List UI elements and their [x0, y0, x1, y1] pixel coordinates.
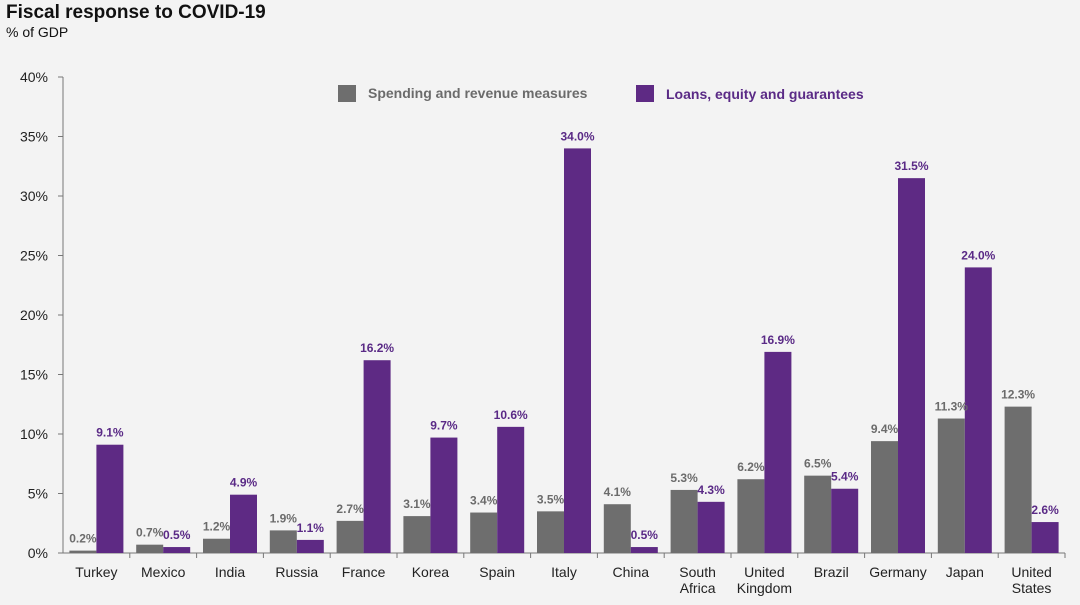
y-tick-label: 30%: [20, 188, 48, 204]
data-label-loans: 4.9%: [230, 476, 258, 490]
bar-loans: [630, 547, 658, 553]
bar-loans: [898, 178, 925, 553]
y-tick-label: 15%: [20, 367, 48, 383]
y-tick-label: 20%: [20, 307, 48, 323]
bar-loans: [96, 444, 124, 553]
data-label-spending: 3.5%: [537, 492, 565, 506]
y-tick-label: 5%: [28, 486, 48, 502]
x-tick-label: Turkey: [75, 564, 117, 580]
legend-label-loans: Loans, equity and guarantees: [666, 86, 864, 102]
legend-label-spending: Spending and revenue measures: [368, 85, 588, 101]
bar-spending: [670, 489, 698, 553]
bar-spending: [871, 441, 898, 553]
bar-loans: [831, 488, 859, 553]
data-label-loans: 10.6%: [494, 408, 528, 422]
bar-spending: [737, 479, 765, 553]
bar-loans: [764, 351, 792, 553]
legend: Spending and revenue measures Loans, equi…: [338, 85, 864, 102]
data-label-loans: 0.5%: [631, 528, 659, 542]
x-tick-label: Brazil: [814, 564, 849, 580]
bar-loans: [296, 539, 324, 553]
bar-spending: [269, 530, 297, 553]
x-tick-label: Mexico: [141, 564, 186, 580]
bar-spending: [537, 511, 564, 553]
data-label-loans: 2.6%: [1031, 503, 1059, 517]
data-label-spending: 6.5%: [804, 457, 832, 471]
bar-spending: [603, 504, 631, 553]
bar-loans: [430, 437, 458, 553]
chart-subtitle: % of GDP: [6, 24, 69, 40]
x-tick-label: India: [215, 564, 246, 580]
y-tick-label: 25%: [20, 248, 48, 264]
bar-loans: [1031, 522, 1059, 553]
data-label-loans: 34.0%: [560, 129, 594, 143]
legend-swatch-loans: [636, 85, 654, 102]
data-label-loans: 31.5%: [894, 159, 928, 173]
y-tick-label: 0%: [28, 545, 48, 561]
data-label-spending: 2.7%: [336, 502, 364, 516]
x-tick-label: Japan: [946, 564, 984, 580]
data-label-loans: 4.3%: [697, 483, 725, 497]
data-label-spending: 11.3%: [935, 400, 969, 414]
bar-spending: [336, 520, 364, 553]
x-tick-label: Korea: [412, 564, 450, 580]
data-label-loans: 0.5%: [163, 528, 191, 542]
bars: [69, 148, 1059, 553]
x-tick-label: Russia: [275, 564, 318, 580]
data-labels: 0.2%9.1%0.7% 0.5%1.2%4.9%1.9%1.1%2.7%16.2…: [69, 129, 1059, 545]
bar-spending: [136, 544, 164, 553]
x-tick-label: Germany: [869, 564, 927, 580]
y-tick-label: 35%: [20, 129, 48, 145]
x-tick-label: China: [613, 564, 650, 580]
bar-spending: [804, 475, 832, 553]
bar-spending: [403, 516, 431, 553]
data-label-loans: 9.1%: [96, 426, 124, 440]
chart-title: Fiscal response to COVID-19: [6, 2, 266, 23]
bar-loans: [163, 547, 191, 553]
bar-spending: [69, 550, 97, 553]
bar-loans: [697, 501, 725, 553]
legend-swatch-spending: [338, 85, 356, 102]
bar-spending: [1004, 406, 1032, 553]
y-tick-label: 40%: [20, 69, 48, 85]
x-tick-label: United Kingdom: [737, 564, 792, 596]
bar-loans: [964, 267, 992, 553]
bar-spending: [470, 512, 498, 553]
x-tick-label: Italy: [551, 564, 577, 580]
data-label-loans: 1.1%: [297, 521, 325, 535]
bar-spending: [203, 538, 230, 553]
data-label-loans: 16.9%: [761, 333, 795, 347]
data-label-spending: 12.3%: [1001, 388, 1035, 402]
bar-loans: [230, 494, 257, 553]
data-label-spending: 9.4%: [871, 422, 899, 436]
bar-loans: [497, 426, 525, 553]
data-label-loans: 5.4%: [831, 470, 859, 484]
data-label-spending: 6.2%: [737, 460, 765, 474]
data-label-spending: 1.9%: [270, 511, 298, 525]
data-label-spending: 4.1%: [604, 485, 632, 499]
x-tick-label: Spain: [479, 564, 515, 580]
data-label-spending: 5.3%: [670, 471, 698, 485]
data-label-loans: 24.0%: [961, 248, 995, 262]
x-tick-label: South Africa: [679, 564, 716, 596]
data-label-spending: 3.1%: [403, 497, 431, 511]
data-label-spending: 0.2%: [69, 532, 97, 546]
bar-spending: [937, 418, 965, 553]
bar-loans: [564, 148, 591, 553]
data-label-spending: 3.4%: [470, 494, 498, 508]
data-label-spending: 1.2%: [203, 520, 231, 534]
y-tick-label: 10%: [20, 426, 48, 442]
data-label-loans: 9.7%: [430, 419, 458, 433]
data-label-spending: 0.7%: [136, 526, 164, 540]
x-tick-label: France: [342, 564, 386, 580]
data-label-loans: 16.2%: [360, 341, 394, 355]
x-tick-label: United States: [1011, 564, 1051, 596]
bar-loans: [363, 360, 391, 553]
